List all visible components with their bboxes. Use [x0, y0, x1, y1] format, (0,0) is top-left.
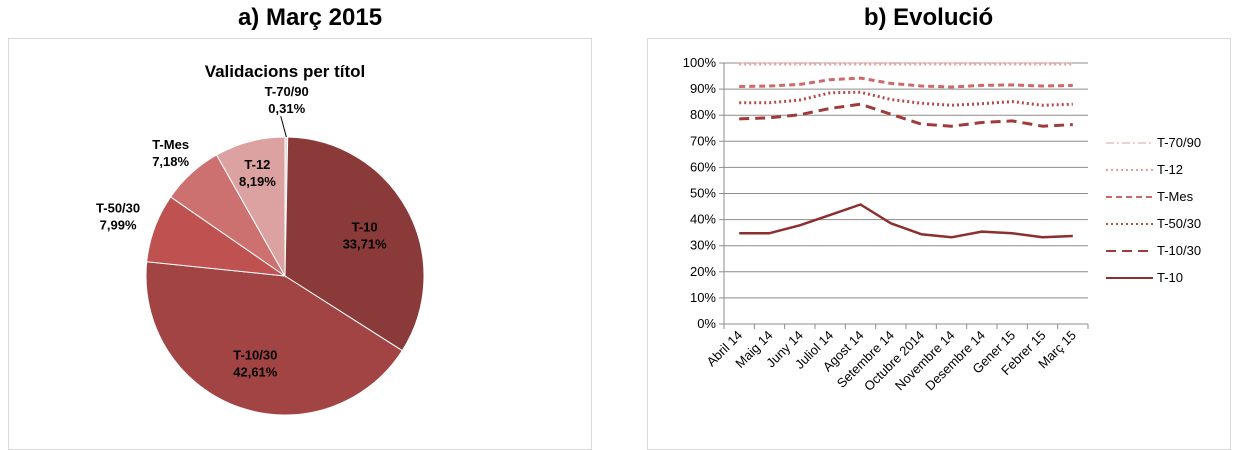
- pie-label-name: T-70/90: [265, 84, 309, 99]
- y-tick-label: 80%: [690, 107, 716, 122]
- series-line-t-mes: [739, 76, 1073, 89]
- series-line-t-10: [739, 203, 1073, 239]
- y-tick-label: 50%: [690, 186, 716, 201]
- y-tick-label: 0%: [697, 316, 716, 331]
- line-chart-panel: 0% 10% 20% 30% 40% 50% 60% 70% 80% 90% 100% Abril 1…: [647, 38, 1231, 450]
- pie-chart-panel: Validacions per títol T-70/90 0,31% T-10 33…: [8, 38, 592, 450]
- chart-a-heading: a) Març 2015: [237, 4, 383, 31]
- y-tick-label: 100%: [683, 55, 717, 70]
- legend-label: T-50/30: [1157, 216, 1201, 231]
- legend-label: T-10/30: [1157, 243, 1201, 258]
- pie-chart: Validacions per títol T-70/90 0,31% T-10 33…: [96, 62, 425, 416]
- pie-label-value: 7,18%: [152, 154, 189, 169]
- pie-label-value: 7,99%: [100, 217, 137, 232]
- y-tick-label: 60%: [690, 159, 716, 174]
- line-chart: 0%10%20%30%40%50%60%70%80%90%100%Abril 1…: [683, 55, 1201, 394]
- pie-slice-t-10: [284, 136, 425, 352]
- pie-label-value: 42,61%: [233, 364, 278, 379]
- series-line-t-10-30: [739, 102, 1073, 128]
- y-tick-label: 20%: [690, 264, 716, 279]
- y-tick-label: 40%: [690, 212, 716, 227]
- pie-label-name: T-Mes: [152, 137, 189, 152]
- pie-label-name: T-10/30: [233, 347, 277, 362]
- pie-label-value: 8,19%: [239, 174, 276, 189]
- pie-slice-t-12: [215, 136, 286, 278]
- y-tick-label: 90%: [690, 81, 716, 96]
- y-tick-label: 30%: [690, 238, 716, 253]
- series-line-t-50-30: [739, 90, 1073, 107]
- pie-label-name: T-50/30: [96, 200, 140, 215]
- y-tick-label: 10%: [690, 290, 716, 305]
- legend-label: T-70/90: [1157, 135, 1201, 150]
- pie-label-value: 33,71%: [343, 236, 388, 251]
- pie-label-name: T-12: [244, 157, 270, 172]
- chart-b-heading: b) Evolució: [863, 4, 994, 31]
- legend-label: T-10: [1157, 270, 1183, 285]
- pie-leader-line: [280, 115, 287, 138]
- pie-chart-title: Validacions per títol: [205, 62, 366, 81]
- legend-label: T-12: [1157, 162, 1183, 177]
- y-tick-label: 70%: [690, 133, 716, 148]
- pie-label-value: 0,31%: [268, 101, 305, 116]
- pie-label-name: T-10: [352, 219, 378, 234]
- legend-label: T-Mes: [1157, 189, 1194, 204]
- pie-slice-t-10-30: [145, 261, 403, 416]
